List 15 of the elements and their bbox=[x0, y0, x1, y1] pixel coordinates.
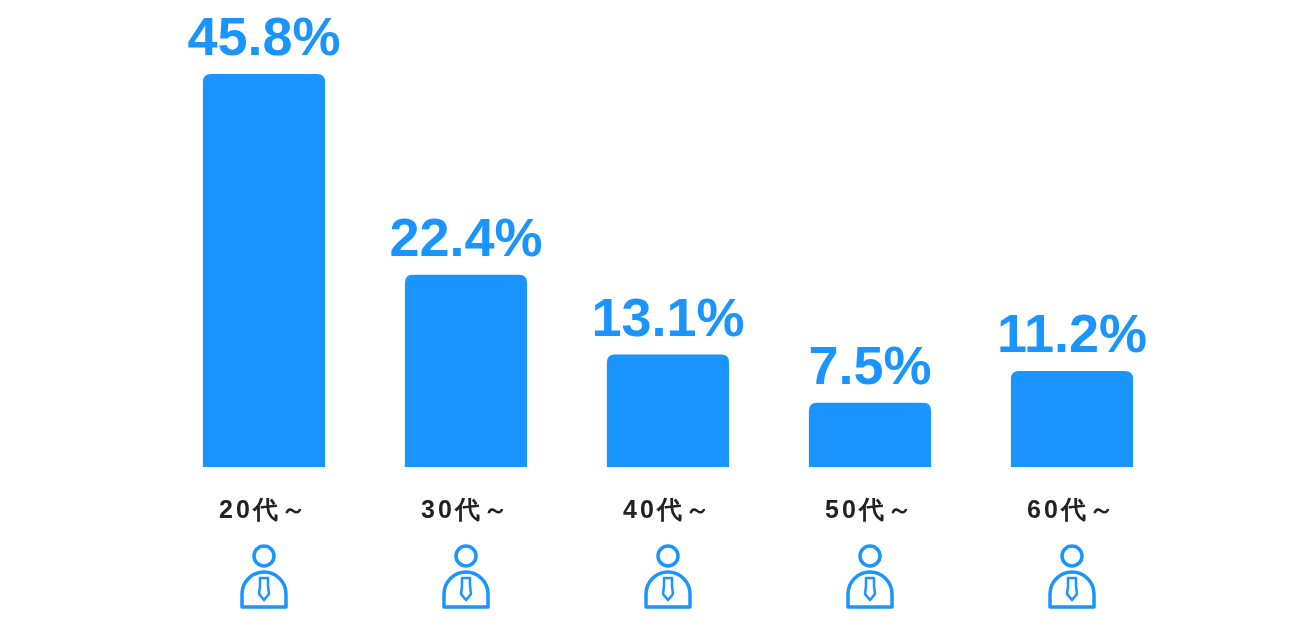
data-label: 22.4% bbox=[389, 206, 543, 267]
x-tick-label: 50代～ bbox=[825, 495, 915, 523]
bar bbox=[606, 354, 730, 467]
x-tick-label: 30代～ bbox=[421, 495, 511, 523]
x-tick-label: 40代～ bbox=[623, 495, 713, 523]
x-tick-label: 60代～ bbox=[1027, 495, 1117, 523]
data-label: 45.8% bbox=[187, 6, 341, 66]
bar bbox=[404, 274, 528, 467]
data-label: 13.1% bbox=[591, 286, 745, 347]
data-label: 11.2% bbox=[996, 302, 1148, 363]
bar bbox=[202, 74, 326, 467]
x-tick-label: 20代～ bbox=[219, 495, 309, 523]
bar bbox=[808, 402, 932, 467]
bar bbox=[1010, 370, 1134, 467]
data-label: 7.5% bbox=[808, 334, 932, 395]
